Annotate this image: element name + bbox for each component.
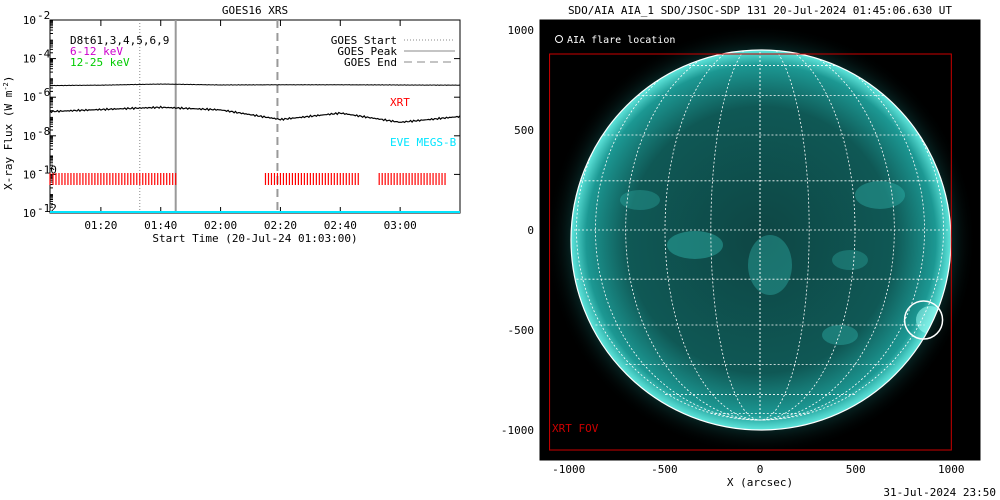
flare-legend-label: AIA flare location bbox=[567, 35, 675, 46]
y-tick-label: 10 bbox=[23, 130, 36, 143]
aia-y-tick-label: 1000 bbox=[508, 24, 535, 37]
plot-timestamp: 31-Jul-2024 23:50 bbox=[883, 486, 996, 499]
longitude-line bbox=[625, 50, 761, 421]
flare-legend-symbol bbox=[555, 35, 563, 43]
xrt-label: XRT bbox=[390, 96, 410, 109]
longitude-line bbox=[664, 50, 761, 421]
y-tick-exponent: -12 bbox=[37, 202, 57, 215]
legend-goes-peak-label: GOES Peak bbox=[337, 45, 397, 58]
y-tick-exponent: -8 bbox=[37, 125, 50, 138]
x-tick-label: 01:20 bbox=[84, 219, 117, 232]
x-tick-label: 01:40 bbox=[144, 219, 177, 232]
longitude-line bbox=[710, 50, 761, 421]
aia-x-tick-label: -500 bbox=[651, 463, 678, 476]
aia-image-panel: SDO/AIA AIA_1 SDO/JSOC-SDP 131 20-Jul-20… bbox=[501, 4, 996, 499]
goes-band-6-12: 6-12 keV bbox=[70, 45, 123, 58]
legend-goes-end-label: GOES End bbox=[344, 56, 397, 69]
y-tick-exponent: -10 bbox=[37, 163, 57, 176]
aia-x-tick-label: 1000 bbox=[938, 463, 965, 476]
aia-y-axis: 1000 500 0 -500 -1000 bbox=[501, 24, 980, 451]
x-tick-label: 02:20 bbox=[264, 219, 297, 232]
goes-y-axis-label: X-ray Flux (W m-2) bbox=[2, 76, 15, 190]
aia-y-tick-label: 500 bbox=[514, 124, 534, 137]
y-tick-label: 10 bbox=[23, 91, 36, 104]
y-tick-exponent: -6 bbox=[37, 86, 50, 99]
goes-title: GOES16 XRS bbox=[222, 4, 288, 17]
xrt-fov-box bbox=[549, 53, 952, 451]
y-tick-exponent: -2 bbox=[37, 9, 50, 22]
y-tick-label: 10 bbox=[23, 14, 36, 27]
legend-goes-start-label: GOES Start bbox=[331, 34, 397, 47]
aia-y-tick-label: -1000 bbox=[501, 424, 534, 437]
goes-flux-curve-1 bbox=[49, 83, 461, 87]
longitude-line bbox=[759, 50, 810, 421]
xrt-coverage-bars bbox=[49, 173, 446, 185]
aia-x-axis-label: X (arcsec) bbox=[727, 476, 793, 489]
y-tick-label: 10 bbox=[23, 207, 36, 220]
eve-label: EVE MEGS-B bbox=[390, 136, 457, 149]
active-regions bbox=[620, 181, 944, 345]
aia-y-tick-label: -500 bbox=[508, 324, 535, 337]
y-tick-label: 10 bbox=[23, 53, 36, 66]
aia-x-tick-label: 500 bbox=[846, 463, 866, 476]
x-tick-label: 02:00 bbox=[204, 219, 237, 232]
x-tick-label: 03:00 bbox=[384, 219, 417, 232]
solar-disk bbox=[571, 50, 951, 430]
longitude-line bbox=[759, 50, 895, 421]
y-tick-label: 10 bbox=[23, 168, 36, 181]
xrt-fov-label: XRT FOV bbox=[552, 422, 599, 435]
goes-detector-list: D8t61,3,4,5,6,9 bbox=[70, 34, 169, 47]
goes-x-axis: 01:20 01:40 02:00 02:20 02:40 03:00 bbox=[84, 20, 417, 232]
flare-location-marker bbox=[903, 300, 944, 340]
aia-y-tick-label: 0 bbox=[527, 224, 534, 237]
goes-flux-curve-2 bbox=[49, 105, 461, 124]
goes-legend: GOES Start GOES Peak GOES End bbox=[331, 34, 455, 69]
x-tick-label: 02:40 bbox=[324, 219, 357, 232]
goes-x-axis-label: Start Time (20-Jul-24 01:03:00) bbox=[152, 232, 357, 245]
aia-x-axis: -1000 -500 0 500 1000 bbox=[549, 20, 971, 476]
aia-x-tick-label: -1000 bbox=[552, 463, 585, 476]
aia-title: SDO/AIA AIA_1 SDO/JSOC-SDP 131 20-Jul-20… bbox=[568, 4, 952, 17]
longitude-line bbox=[759, 50, 856, 421]
goes-band-12-25: 12-25 keV bbox=[70, 56, 130, 69]
y-tick-exponent: -4 bbox=[37, 48, 51, 61]
aia-x-tick-label: 0 bbox=[757, 463, 764, 476]
